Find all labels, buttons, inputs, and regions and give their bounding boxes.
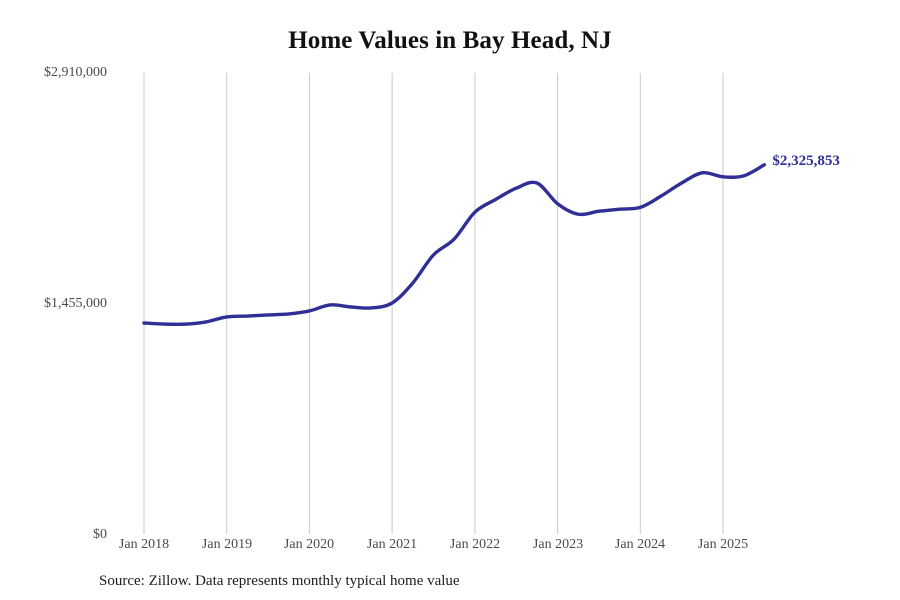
end-value-callout: $2,325,853: [772, 152, 840, 169]
x-axis-tick-label-jan-2021: Jan 2021: [366, 537, 418, 552]
source-note: Source: Zillow. Data represents monthly …: [99, 573, 460, 589]
x-axis-tick-label-jan-2018: Jan 2018: [118, 537, 170, 552]
x-axis-tick-label-jan-2019: Jan 2019: [201, 537, 253, 552]
y-axis-tick-label-top: $2,910,000: [44, 65, 107, 80]
x-axis-tick-label-jan-2024: Jan 2024: [614, 537, 666, 552]
x-axis-tick-label-jan-2020: Jan 2020: [283, 537, 335, 552]
data-line-series-typical-home-value: [142, 163, 767, 327]
x-axis-tick-label-jan-2025: Jan 2025: [697, 537, 749, 552]
y-axis-tick-label-bottom: $0: [93, 527, 107, 542]
x-axis-tick-label-jan-2022: Jan 2022: [449, 537, 501, 552]
gridlines: [143, 73, 724, 534]
chart-title: Home Values in Bay Head, NJ: [288, 27, 612, 54]
x-axis-tick-label-jan-2023: Jan 2023: [532, 537, 584, 552]
y-axis-tick-label-mid: $1,455,000: [44, 296, 107, 311]
